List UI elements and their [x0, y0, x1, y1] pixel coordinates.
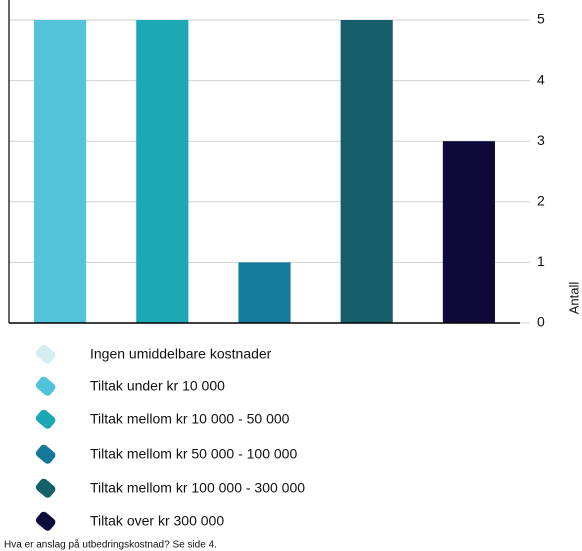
legend-item: Ingen umiddelbare kostnader: [35, 344, 272, 364]
legend-icon: [35, 376, 56, 396]
legend-label: Tiltak under kr 10 000: [90, 378, 225, 394]
legend-item: Tiltak over kr 300 000: [35, 511, 224, 531]
legend-label: Ingen umiddelbare kostnader: [90, 346, 272, 362]
bar: [340, 20, 393, 323]
legend-item: Tiltak mellom kr 100 000 - 300 000: [35, 478, 305, 498]
legend-icon: [35, 444, 56, 464]
legend-label: Tiltak mellom kr 10 000 - 50 000: [90, 411, 290, 427]
legend-label: Tiltak mellom kr 50 000 - 100 000: [90, 446, 297, 462]
y-axis-label: Antall: [566, 282, 581, 315]
legend-icon: [35, 344, 56, 364]
footnote: Hva er anslag på utbedringskostnad? Se s…: [4, 539, 217, 551]
bar: [238, 262, 291, 323]
legend-label: Tiltak over kr 300 000: [90, 513, 224, 529]
legend-icon: [35, 409, 56, 429]
bar: [34, 20, 87, 323]
legend-icon: [35, 511, 56, 531]
y-tick-label: 2: [537, 193, 545, 209]
legend-icon: [35, 478, 56, 498]
y-tick-label: 1: [537, 253, 545, 269]
legend-item: Tiltak mellom kr 50 000 - 100 000: [35, 444, 297, 464]
y-tick-label: 3: [537, 132, 545, 148]
y-tick-label: 5: [537, 11, 545, 27]
y-tick-label: 4: [537, 71, 545, 87]
legend-label: Tiltak mellom kr 100 000 - 300 000: [90, 480, 305, 496]
y-tick-label: 0: [537, 314, 545, 330]
legend-item: Tiltak mellom kr 10 000 - 50 000: [35, 409, 290, 429]
bar: [136, 20, 189, 323]
bar: [442, 141, 495, 323]
legend-item: Tiltak under kr 10 000: [35, 376, 225, 396]
